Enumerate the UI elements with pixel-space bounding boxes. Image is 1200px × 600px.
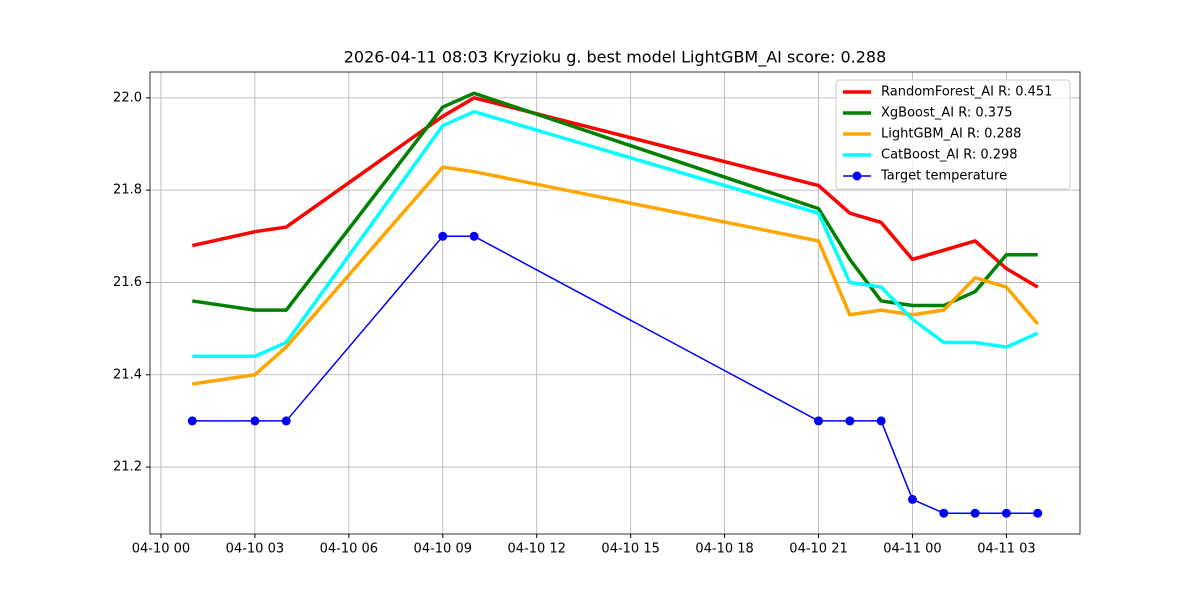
data-point bbox=[1033, 508, 1043, 518]
x-tick-label: 04-10 21 bbox=[789, 542, 847, 557]
legend-label: RandomForest_AI R: 0.451 bbox=[881, 85, 1052, 100]
x-tick-label: 04-10 12 bbox=[507, 542, 565, 557]
y-tick-label: 21.8 bbox=[113, 183, 142, 198]
data-point bbox=[1001, 508, 1011, 518]
data-point bbox=[970, 508, 980, 518]
x-tick-label: 04-10 06 bbox=[320, 542, 378, 557]
x-tick-label: 04-10 03 bbox=[226, 542, 284, 557]
legend-marker bbox=[852, 171, 862, 181]
y-tick-label: 21.4 bbox=[113, 367, 142, 382]
legend-label: Target temperature bbox=[880, 169, 1007, 184]
data-point bbox=[907, 494, 917, 504]
y-tick-label: 22.0 bbox=[113, 90, 142, 105]
x-tick-label: 04-10 15 bbox=[601, 542, 659, 557]
series-line bbox=[192, 91, 1038, 312]
chart-title: 2026-04-11 08:03 Kryzioku g. best model … bbox=[344, 48, 887, 68]
x-tick-label: 04-10 00 bbox=[132, 542, 190, 557]
data-point bbox=[845, 416, 855, 426]
legend-label: XgBoost_AI R: 0.375 bbox=[881, 106, 1013, 121]
legend-box bbox=[835, 79, 1071, 190]
grid bbox=[150, 72, 1080, 534]
legend: RandomForest_AI R: 0.451 XgBoost_AI R: 0.… bbox=[835, 79, 1071, 190]
series-line bbox=[192, 109, 1039, 359]
data-point bbox=[187, 416, 197, 426]
series-line bbox=[191, 96, 1039, 289]
data-point bbox=[281, 416, 291, 426]
y-tick-label: 21.6 bbox=[113, 275, 142, 290]
data-point bbox=[438, 231, 448, 241]
x-tick-label: 04-11 03 bbox=[977, 542, 1035, 557]
data-point bbox=[469, 231, 479, 241]
legend-label: LightGBM_AI R: 0.288 bbox=[881, 127, 1021, 142]
x-tick-label: 04-10 09 bbox=[414, 542, 472, 557]
y-tick-label: 21.2 bbox=[113, 460, 142, 475]
data-point bbox=[876, 416, 886, 426]
data-point bbox=[814, 416, 824, 426]
data-point bbox=[250, 416, 260, 426]
series-line bbox=[192, 165, 1040, 386]
x-tick-label: 04-11 00 bbox=[883, 542, 941, 557]
data-point bbox=[939, 508, 949, 518]
legend-label: CatBoost_AI R: 0.298 bbox=[881, 148, 1018, 163]
x-tick-label: 04-10 18 bbox=[695, 542, 753, 557]
plot-frame bbox=[149, 71, 1081, 535]
